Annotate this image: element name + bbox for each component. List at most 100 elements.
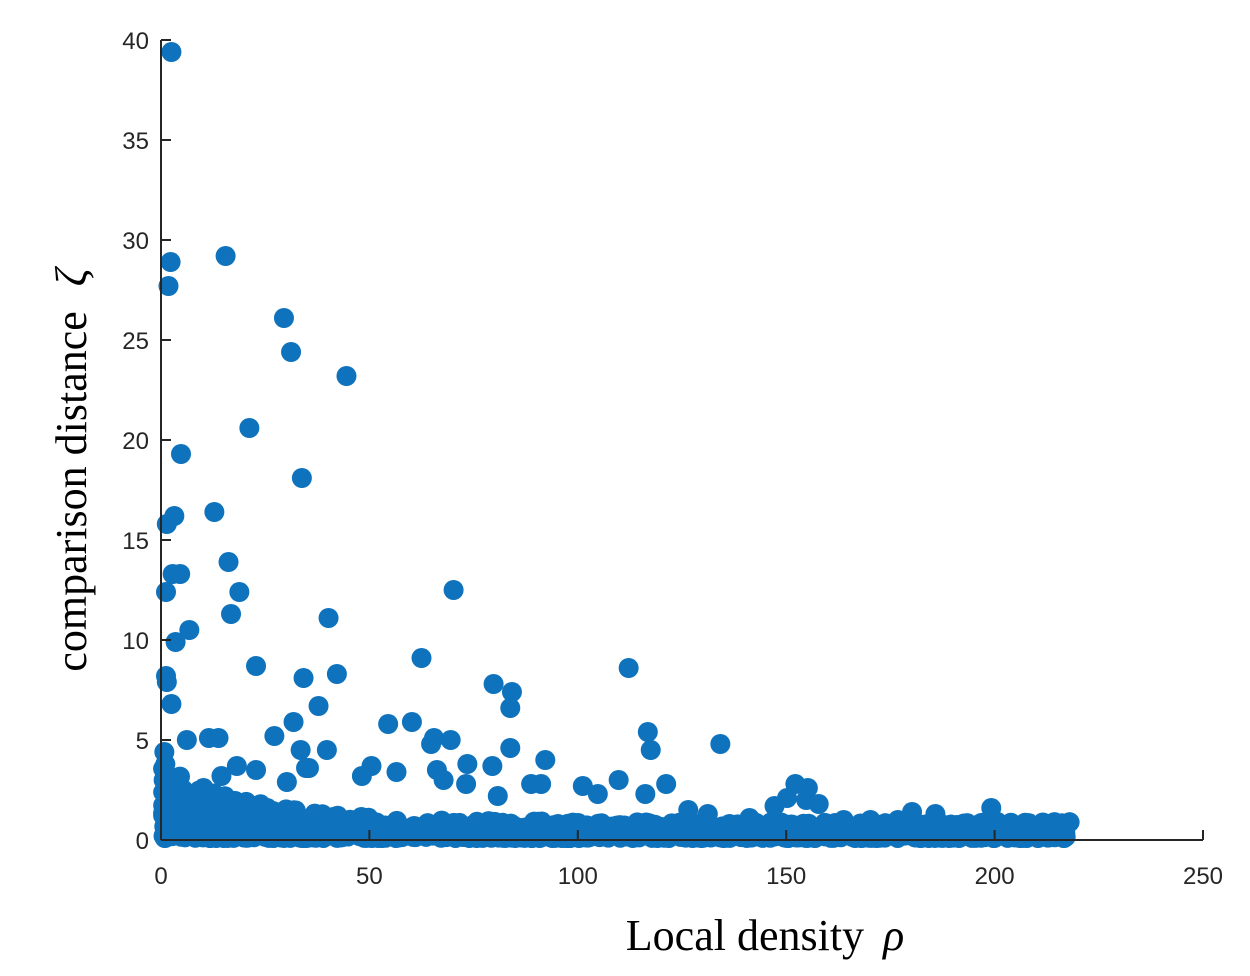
data-point [162, 802, 183, 823]
x-axis-title-text: Local density [626, 911, 864, 960]
data-point [388, 827, 409, 848]
data-point [293, 668, 314, 688]
data-point [640, 740, 661, 760]
data-point [234, 795, 255, 816]
data-point [435, 825, 456, 846]
data-point [443, 580, 464, 600]
data-point [386, 762, 407, 782]
data-point [154, 742, 175, 762]
data-point [276, 772, 297, 792]
data-point [710, 734, 731, 754]
data-point [298, 826, 319, 847]
x-tick-label: 150 [766, 863, 806, 890]
data-point [282, 808, 303, 829]
data-point [440, 730, 461, 750]
data-point [482, 756, 503, 776]
data-point [970, 826, 991, 847]
data-point [158, 276, 179, 296]
data-point [833, 810, 854, 830]
data-point [535, 750, 556, 770]
data-point [746, 826, 767, 847]
data-point [498, 823, 519, 844]
data-point [607, 823, 628, 844]
data-point [170, 564, 191, 584]
data-point [156, 514, 177, 534]
data-point [531, 811, 552, 832]
data-point [921, 827, 942, 848]
data-point [411, 648, 432, 668]
axes [160, 40, 1203, 841]
y-axis-title-text: comparison distance [47, 311, 96, 671]
data-point [1033, 825, 1054, 846]
data-point [281, 342, 302, 362]
y-tick-label: 40 [122, 28, 149, 55]
data-point [531, 774, 552, 794]
data-point [635, 784, 656, 804]
x-tick-label: 100 [558, 863, 598, 890]
data-point [165, 632, 186, 652]
y-tick-label: 35 [122, 128, 149, 155]
y-axis-title: comparison distance ζ [47, 265, 96, 671]
y-tick-label: 15 [122, 528, 149, 555]
data-point [226, 756, 247, 776]
data-point [208, 728, 229, 748]
data-point [262, 802, 283, 823]
data-point [207, 809, 228, 830]
y-ticks: 0 5 10 15 20 25 30 35 40 [122, 28, 171, 855]
y-tick-label: 20 [122, 428, 149, 455]
data-point [326, 827, 347, 848]
y-tick-label: 0 [136, 828, 149, 855]
data-point [487, 786, 508, 806]
data-point [176, 730, 197, 750]
data-point [637, 722, 658, 742]
data-point [214, 786, 235, 807]
data-point [157, 765, 178, 786]
data-point [174, 822, 195, 843]
data-point [401, 712, 422, 732]
data-point [561, 818, 582, 839]
data-point [860, 810, 881, 830]
data-point [761, 814, 782, 835]
data-point [572, 776, 593, 796]
data-point [709, 827, 730, 848]
data-point [246, 656, 267, 676]
data-point [433, 770, 454, 790]
data-point [283, 712, 304, 732]
x-tick-label: 200 [975, 863, 1015, 890]
data-point [483, 674, 504, 694]
data-point [204, 502, 225, 522]
data-point [697, 804, 718, 824]
data-point [290, 740, 311, 760]
data-point [608, 770, 629, 790]
data-point [273, 308, 294, 328]
data-point [576, 815, 597, 836]
x-tick-label: 250 [1183, 863, 1223, 890]
data-point [764, 796, 785, 816]
data-point [456, 774, 477, 794]
data-point [160, 252, 181, 272]
data-point [156, 672, 177, 692]
y-axis-symbol: ζ [47, 265, 96, 286]
data-point [215, 246, 236, 266]
x-tick-label: 50 [356, 863, 383, 890]
data-point [351, 766, 372, 786]
y-tick-label: 25 [122, 328, 149, 355]
y-tick-label: 30 [122, 228, 149, 255]
x-axis-title: Local density ρ [626, 911, 904, 960]
data-point [308, 696, 329, 716]
plot-area [153, 42, 1080, 848]
data-point [296, 758, 317, 778]
data-point [370, 818, 391, 839]
data-point [211, 766, 232, 786]
y-tick-label: 5 [136, 728, 149, 755]
data-point [501, 682, 522, 702]
data-point [213, 827, 234, 848]
data-point [229, 582, 250, 602]
data-point [326, 664, 347, 684]
data-point [421, 734, 442, 754]
data-point [678, 800, 699, 820]
data-point [655, 820, 676, 841]
data-point [739, 808, 760, 828]
data-point [221, 604, 242, 624]
